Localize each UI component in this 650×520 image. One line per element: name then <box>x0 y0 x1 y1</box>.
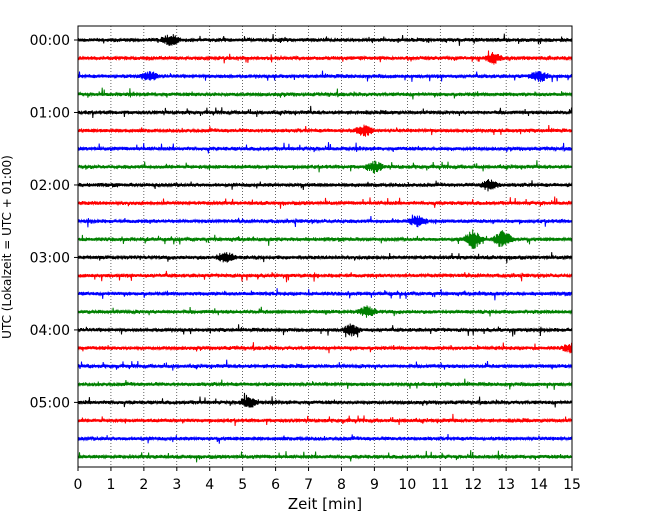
x-tick-label: 3 <box>172 477 181 493</box>
trace-line <box>77 252 573 264</box>
y-tick-label: 02:00 <box>30 178 70 194</box>
trace-line <box>77 196 573 209</box>
trace-line <box>77 342 573 354</box>
trace-line <box>77 105 573 119</box>
trace-line <box>77 229 573 249</box>
trace-line <box>77 124 573 137</box>
y-tick-label: 03:00 <box>30 250 70 266</box>
x-tick-label: 5 <box>238 477 247 493</box>
x-tick-label: 15 <box>563 477 581 493</box>
x-axis-label: Zeit [min] <box>288 495 362 513</box>
x-tick-label: 10 <box>398 477 416 493</box>
trace-line <box>77 214 573 228</box>
trace-line <box>77 450 573 463</box>
y-axis-ticks: 00:00 01:00 02:00 03:00 04:00 05:00 <box>30 33 78 411</box>
y-axis-label: UTC (Lokalzeit = UTC + 01:00) <box>0 155 14 339</box>
trace-line <box>77 305 573 318</box>
x-tick-label: 4 <box>205 477 214 493</box>
x-tick-label: 2 <box>139 477 148 493</box>
x-tick-label: 11 <box>431 477 449 493</box>
seismogram-traces <box>77 33 573 463</box>
trace-line <box>77 70 573 83</box>
x-tick-label: 6 <box>271 477 280 493</box>
x-tick-label: 0 <box>74 477 83 493</box>
x-tick-label: 12 <box>464 477 482 493</box>
x-tick-label: 8 <box>337 477 346 493</box>
x-tick-label: 1 <box>106 477 115 493</box>
trace-line <box>77 50 573 65</box>
trace-line <box>77 33 573 46</box>
x-tick-label: 14 <box>530 477 548 493</box>
trace-line <box>77 392 573 408</box>
trace-line <box>77 413 573 427</box>
trace-line <box>77 179 573 192</box>
trace-line <box>77 87 573 100</box>
x-axis-ticks: 0 1 2 3 4 5 6 7 8 9 10 11 12 13 14 15 <box>74 467 581 493</box>
y-tick-label: 00:00 <box>30 33 70 49</box>
trace-line <box>77 288 573 301</box>
plot-frame <box>77 25 573 468</box>
trace-line <box>77 323 573 338</box>
y-tick-label: 05:00 <box>30 395 70 411</box>
trace-line <box>77 270 573 283</box>
x-tick-label: 13 <box>497 477 515 493</box>
trace-line <box>77 359 573 371</box>
y-tick-label: 04:00 <box>30 323 70 339</box>
x-tick-label: 7 <box>304 477 313 493</box>
y-tick-label: 01:00 <box>30 105 70 121</box>
trace-line <box>77 142 573 154</box>
trace-line <box>77 378 573 390</box>
trace-line <box>77 160 573 174</box>
x-tick-label: 9 <box>370 477 379 493</box>
trace-line <box>77 433 573 444</box>
